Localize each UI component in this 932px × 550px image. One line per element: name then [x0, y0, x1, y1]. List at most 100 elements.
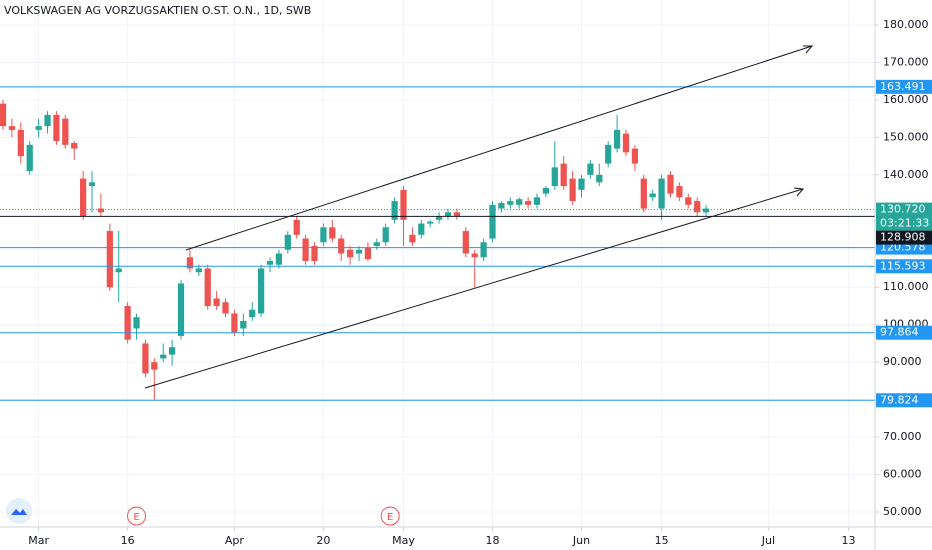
candle-body: [35, 126, 42, 130]
candle-body: [302, 238, 309, 262]
candle-body: [284, 234, 291, 250]
candle-body: [97, 208, 105, 213]
candle-body: [44, 114, 51, 127]
trend-line: [144, 188, 804, 389]
candle-body: [0, 103, 7, 127]
grid: [0, 0, 875, 527]
y-tick-label: 180.000: [883, 18, 929, 31]
y-tick-label: 150.000: [883, 130, 929, 143]
y-tick-label: 60.000: [883, 468, 922, 481]
candle-body: [124, 305, 131, 340]
candle-body: [480, 242, 487, 258]
candle-body: [311, 246, 318, 262]
event-marker[interactable]: [380, 506, 400, 526]
x-tick-label: May: [392, 534, 415, 547]
candle-body: [516, 199, 523, 205]
x-tick-label: 18: [485, 534, 499, 547]
candle-body: [106, 231, 113, 288]
candle-body: [355, 249, 363, 254]
candle-body: [275, 253, 283, 265]
candle-body: [240, 320, 247, 329]
y-tick-label: 170.000: [883, 55, 929, 68]
candle-body: [560, 163, 567, 187]
x-tick-label: 13: [841, 534, 855, 547]
candle-body: [658, 178, 665, 209]
candle-body: [142, 343, 149, 374]
candle-body: [578, 178, 585, 190]
candle-body: [382, 227, 389, 243]
candle-body: [569, 178, 576, 202]
candle-body: [133, 317, 140, 329]
candle-body: [498, 202, 505, 209]
arrow-head: [793, 187, 804, 197]
y-tick-label: 90.000: [883, 355, 922, 368]
candle-body: [587, 163, 594, 175]
x-tick-label: 20: [316, 534, 330, 547]
y-tick-label: 70.000: [883, 430, 922, 443]
axes: 50.00060.00070.00080.00090.000100.000110…: [28, 18, 932, 547]
price-line-box: [876, 259, 932, 274]
y-tick-label: 110.000: [883, 280, 929, 293]
candle-body: [62, 118, 69, 145]
candle-body: [151, 362, 158, 370]
x-tick-label: Mar: [28, 534, 49, 547]
candle-body: [80, 178, 87, 217]
price-line-label: 115.593: [880, 259, 926, 272]
candle-body: [631, 148, 639, 164]
logo[interactable]: [6, 498, 32, 524]
price-line-label: 97.864: [880, 326, 919, 339]
x-tick-label: 15: [655, 534, 669, 547]
price-line-label: 163.491: [880, 80, 926, 93]
candle-body: [266, 261, 274, 265]
candle-body: [533, 197, 541, 205]
candle-body: [213, 298, 220, 306]
last-price-label: 130.720: [880, 203, 926, 216]
trend-line: [185, 45, 813, 251]
event-marker[interactable]: [127, 506, 147, 526]
candle-body: [418, 223, 425, 235]
logo-bg: [6, 498, 32, 524]
candle-body: [177, 283, 185, 336]
candle-body: [676, 186, 683, 198]
candle-body: [400, 189, 407, 220]
candle-body: [231, 313, 238, 333]
candle-body: [160, 354, 167, 359]
candle-body: [427, 221, 434, 224]
marker-line-box: [876, 230, 932, 245]
candle-body: [249, 309, 256, 318]
candle-body: [453, 212, 461, 217]
candle-body: [702, 208, 710, 213]
candle-body: [462, 231, 469, 254]
logo-icon: [11, 509, 27, 515]
candle-body: [435, 216, 443, 220]
candle-body: [685, 197, 692, 205]
countdown-label: 03:21:33: [880, 217, 929, 230]
x-tick-label: Jul: [761, 534, 775, 547]
candle-body: [364, 247, 372, 260]
candle-body: [88, 182, 96, 187]
candle-body: [649, 193, 656, 198]
y-tick-label: 140.000: [883, 168, 929, 181]
candle-body: [329, 227, 336, 239]
candle-body: [471, 253, 478, 258]
y-tick-label: 160.000: [883, 93, 929, 106]
x-tick-label: 16: [121, 534, 135, 547]
candle-body: [373, 242, 380, 247]
candle-body: [338, 238, 345, 254]
candle-body: [195, 268, 202, 273]
candle-body: [204, 268, 211, 306]
candle-body: [622, 133, 630, 153]
candle-body: [489, 204, 496, 239]
candle-body: [71, 142, 78, 149]
candle-body: [694, 201, 701, 213]
price-line-box: [876, 393, 932, 408]
candle-body: [667, 174, 674, 194]
price-line-box: [876, 325, 932, 340]
candle-body: [17, 129, 24, 157]
plot: [0, 86, 875, 401]
candle-body: [186, 257, 194, 269]
candle-body: [444, 212, 452, 217]
candle-body: [596, 174, 603, 183]
candle-body: [507, 201, 514, 205]
